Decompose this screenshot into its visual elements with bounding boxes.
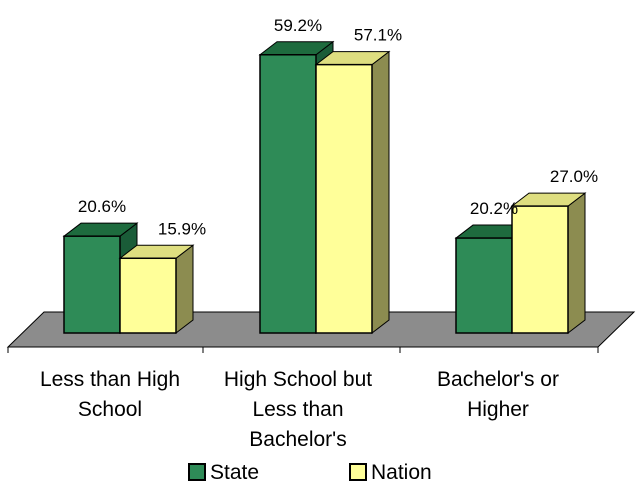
bars — [62, 40, 587, 335]
data-labels: 20.6% 15.9% 59.2% 57.1% 20.2% 27.0% — [78, 16, 598, 239]
bar-front-face — [511, 205, 569, 334]
legend-item-state: State — [188, 461, 259, 484]
legend-label-nation: Nation — [371, 461, 432, 484]
legend-item-nation: Nation — [349, 461, 432, 484]
bar-front-face — [315, 63, 373, 334]
x-axis — [7, 346, 599, 353]
bar-side-face — [567, 192, 586, 335]
legend-swatch-state — [188, 463, 206, 481]
data-label-nation-0: 15.9% — [158, 219, 206, 238]
x-tick-label-line: Higher — [467, 398, 529, 421]
x-tick-label-line: Less than High — [40, 368, 180, 391]
legend-label-state: State — [210, 461, 259, 484]
x-tick-label-line: School — [78, 398, 142, 421]
x-tick-label-line: Bachelor's or — [437, 368, 559, 391]
x-tick-labels: Less than High School High School but Less … — [40, 368, 559, 451]
x-tick-label-1: High School but Less than Bachelor's — [224, 368, 372, 451]
x-tick-label-line: High School but — [224, 368, 372, 391]
bar-front-face — [119, 257, 177, 334]
bar-nation-1 — [314, 50, 391, 335]
bar-nation-2 — [510, 192, 587, 335]
data-label-nation-1: 57.1% — [354, 26, 402, 45]
data-label-state-0: 20.6% — [78, 197, 126, 216]
data-label-state-1: 59.2% — [274, 16, 322, 35]
bar-front-face — [259, 54, 317, 334]
x-tick-label-2: Bachelor's or Higher — [437, 368, 559, 421]
bar-front-face — [455, 237, 513, 334]
data-label-state-2: 20.2% — [470, 199, 518, 218]
legend-swatch-nation — [349, 463, 367, 481]
bar-side-face — [175, 244, 194, 335]
bar-nation-0 — [118, 244, 195, 335]
bar-side-face — [371, 50, 390, 335]
legend: State Nation — [188, 461, 432, 484]
bar-front-face — [63, 235, 121, 334]
x-tick-label-0: Less than High School — [40, 368, 180, 421]
x-tick-label-line: Less than — [252, 398, 343, 421]
data-label-nation-2: 27.0% — [550, 167, 598, 186]
x-tick-label-line: Bachelor's — [249, 428, 346, 451]
